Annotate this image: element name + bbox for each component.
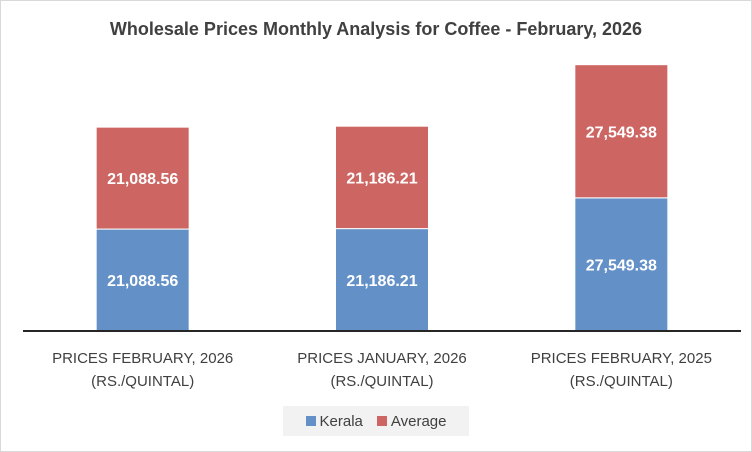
- category-label-2-line-0: PRICES FEBRUARY, 2025: [531, 350, 712, 367]
- category-label-0-line-1: (RS./QUINTAL): [91, 373, 194, 390]
- category-label-1-line-1: (RS./QUINTAL): [330, 373, 433, 390]
- legend-item-kerala: Kerala: [305, 412, 363, 430]
- data-label-average-1: 21,186.21: [346, 170, 417, 187]
- category-label-1-line-0: PRICES JANUARY, 2026: [297, 350, 467, 367]
- bar-kerala-0: [95, 228, 190, 332]
- legend-swatch-average: [376, 416, 387, 426]
- data-label-average-2: 27,549.38: [586, 124, 657, 141]
- bar-average-2: [574, 64, 669, 199]
- legend-swatch-kerala: [305, 416, 316, 426]
- data-label-kerala-0: 21,088.56: [107, 273, 178, 290]
- data-label-kerala-2: 27,549.38: [586, 257, 657, 274]
- bar-average-1: [335, 125, 429, 230]
- data-label-average-0: 21,088.56: [107, 171, 178, 188]
- bar-kerala-1: [335, 228, 429, 332]
- bar-average-0: [95, 126, 190, 230]
- data-label-kerala-1: 21,186.21: [346, 273, 417, 290]
- chart-title: Wholesale Prices Monthly Analysis for Co…: [109, 19, 643, 39]
- legend-item-average: Average: [376, 412, 447, 430]
- legend-label-kerala: Kerala: [319, 412, 363, 430]
- category-label-2-line-1: (RS./QUINTAL): [570, 373, 673, 390]
- legend-label-average: Average: [390, 412, 447, 430]
- category-label-0-line-0: PRICES FEBRUARY, 2026: [52, 350, 233, 367]
- legend: Kerala Average: [283, 406, 469, 436]
